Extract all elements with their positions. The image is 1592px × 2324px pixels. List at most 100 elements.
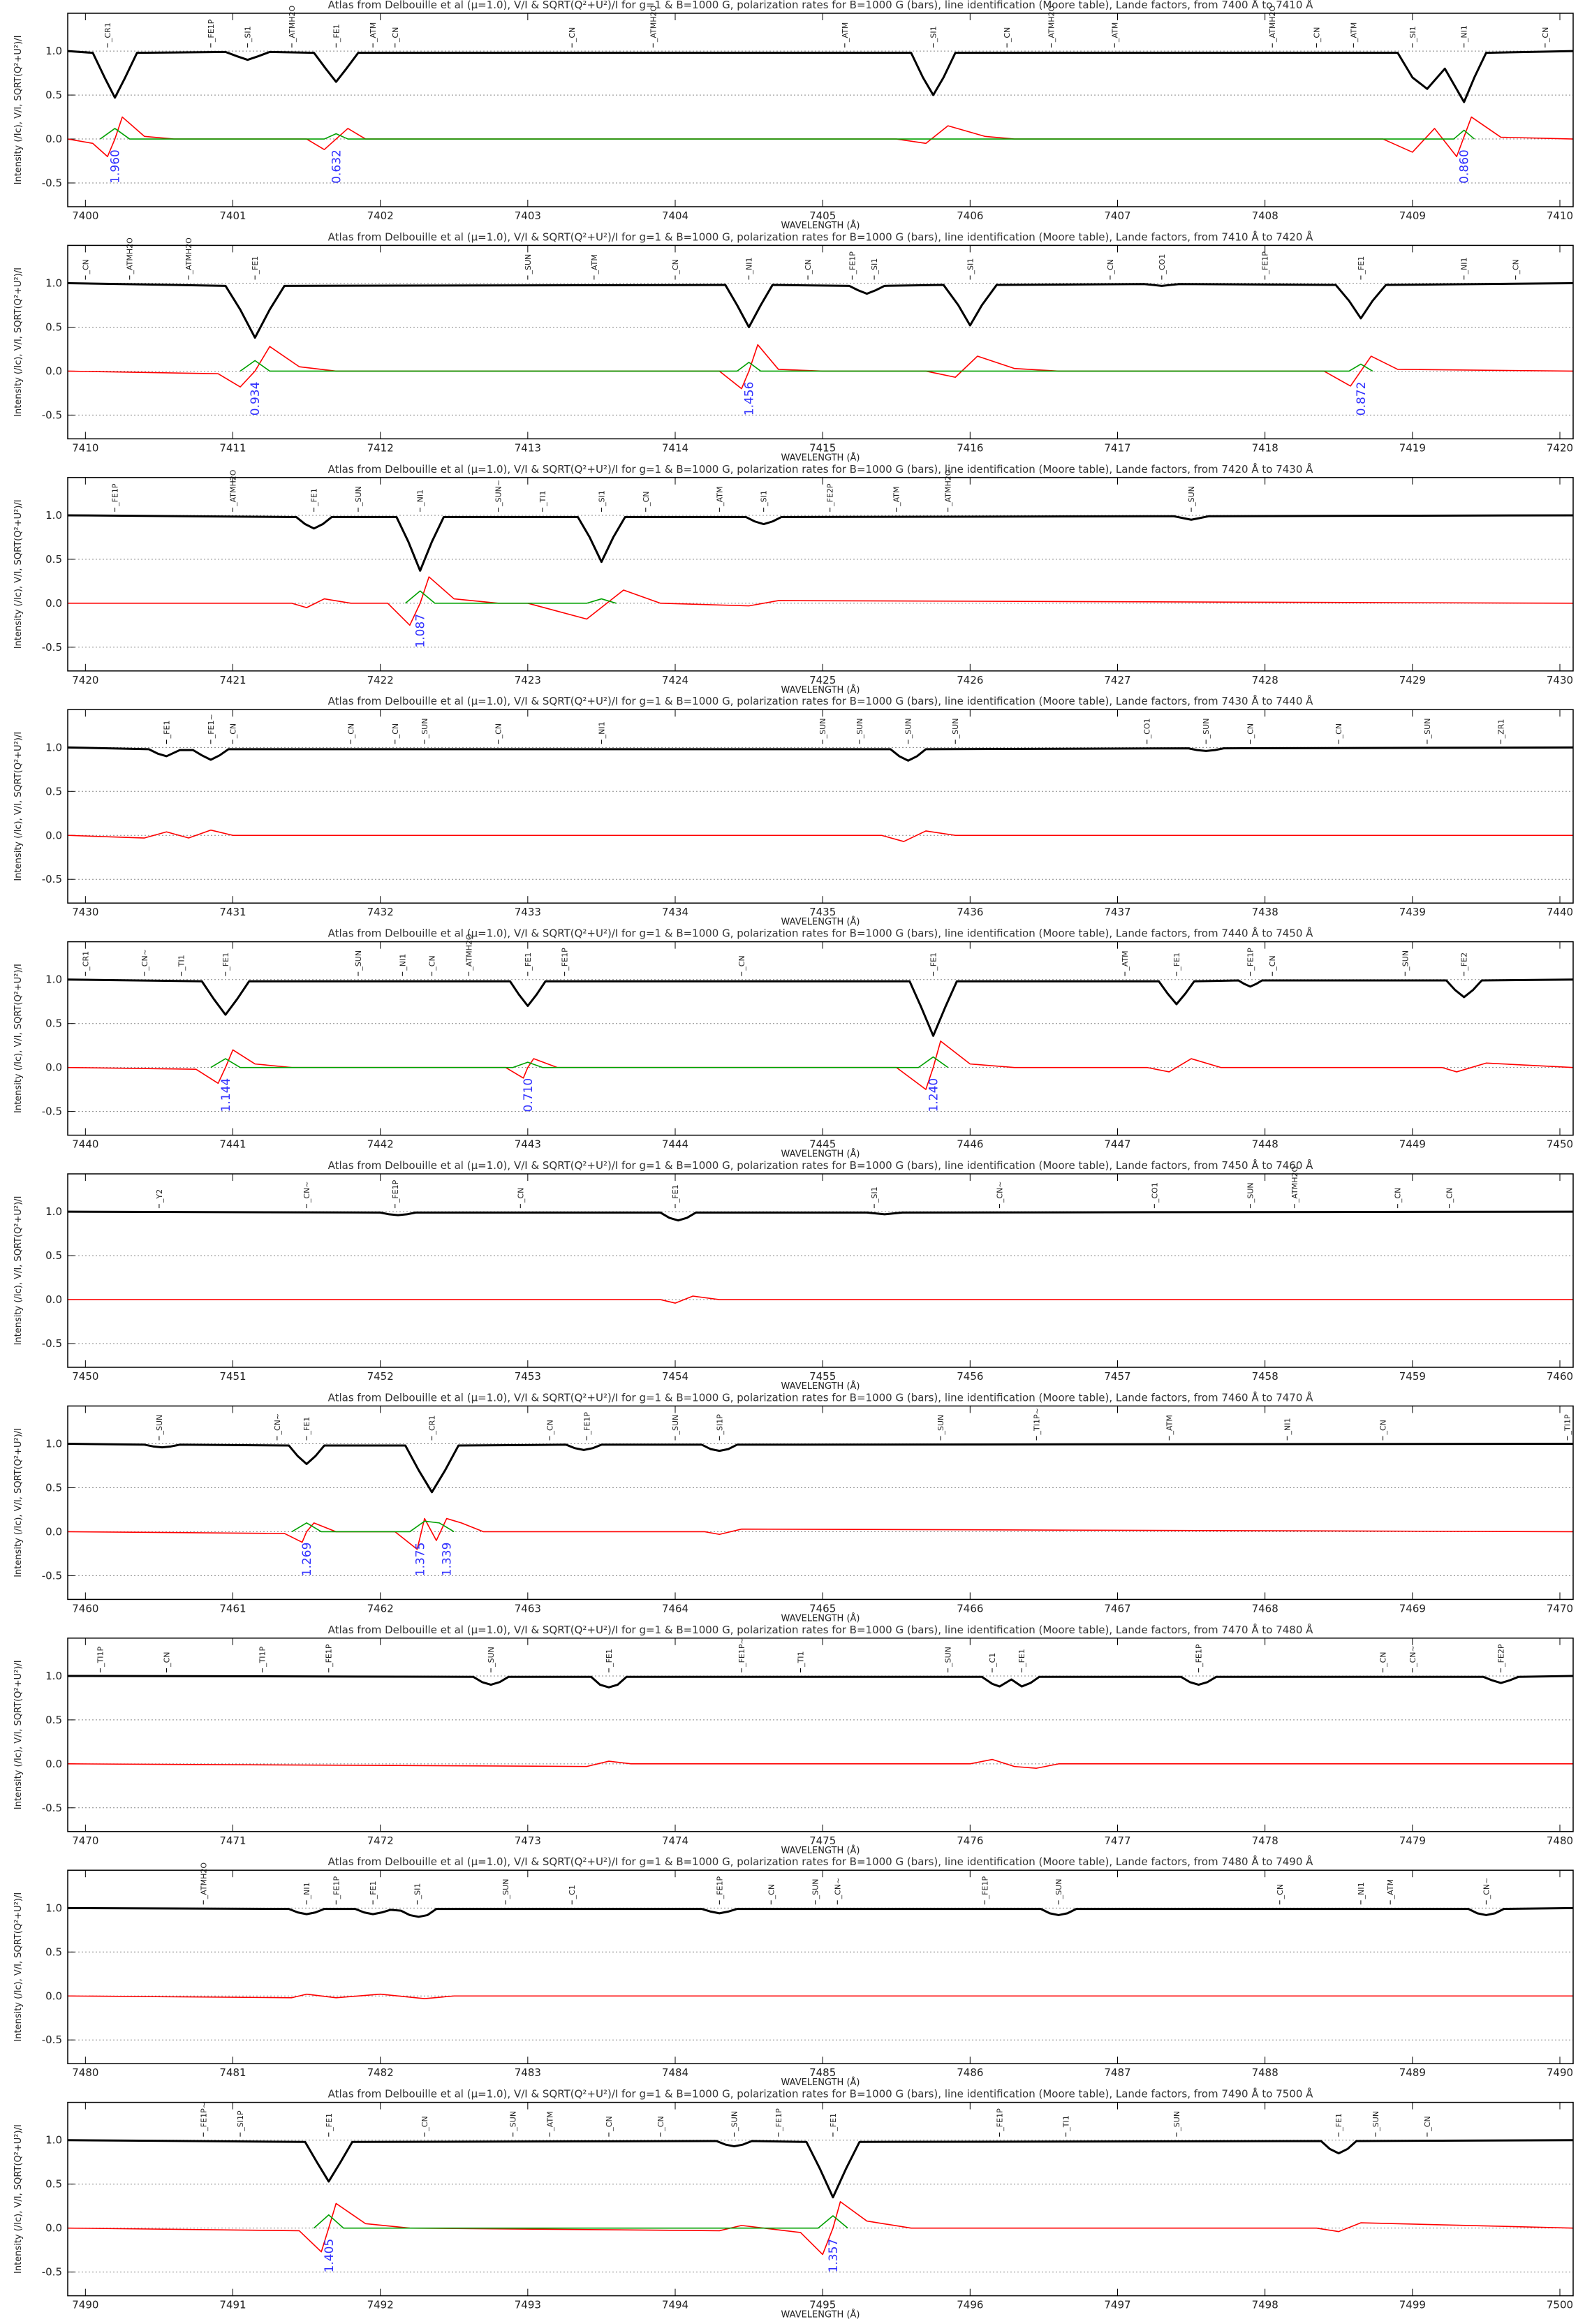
y-tick-label: 1.0 [45, 1902, 62, 1914]
line-id: _FE2P [826, 483, 835, 507]
x-tick-label: 7426 [957, 674, 983, 686]
panel-title: Atlas from Delbouille et al (μ=1.0), V/I… [328, 1390, 1314, 1404]
line-id: _TI1 [177, 955, 186, 971]
plot-frame [67, 1638, 1574, 1832]
line-id: _SI1 [597, 490, 606, 507]
line-id: _ATM [369, 22, 378, 43]
y-tick-label: 0.5 [45, 1481, 62, 1494]
x-tick-label: 7467 [1104, 1602, 1130, 1615]
spectrum-line [68, 576, 1574, 626]
x-tick-label: 7409 [1399, 209, 1426, 222]
x-tick-label: 7481 [219, 2066, 246, 2079]
lande-factor: 1.375 [414, 1543, 428, 1577]
line-id: _NI1 [1283, 1418, 1292, 1436]
line-id: _SUN [811, 1879, 820, 1900]
x-tick-label: 7421 [219, 674, 246, 686]
line-id: _CN~ [273, 1413, 282, 1436]
line-id: _CR1 [103, 22, 112, 43]
line-id: _SI1P [236, 2110, 245, 2132]
y-axis-label: Intensity (/Ic), V/I, SQRT(Q²+U²)/I [13, 1196, 24, 1346]
y-tick-label: 0.5 [45, 785, 62, 797]
y-tick-label: 0.5 [45, 1946, 62, 1958]
line-id: _CN [229, 723, 238, 739]
line-id: _FE1P [848, 251, 857, 275]
x-tick-label: 7423 [515, 674, 541, 686]
line-id: _ATMH2O [1268, 5, 1277, 43]
line-id: _NI1 [1460, 25, 1469, 43]
line-id: _SI1 [413, 1883, 422, 1900]
x-tick-label: 7443 [515, 1138, 541, 1151]
line-id: _FE1~ [207, 714, 216, 739]
line-id: _ATMH2O [1290, 1165, 1299, 1203]
x-tick-label: 7464 [662, 1602, 688, 1615]
panel-title: Atlas from Delbouille et al (μ=1.0), V/I… [328, 1623, 1314, 1636]
line-id: _CN [1334, 723, 1343, 739]
y-axis-label: Intensity (/Ic), V/I, SQRT(Q²+U²)/I [13, 36, 24, 185]
panel: Atlas from Delbouille et al (μ=1.0), V/I… [13, 1623, 1574, 1856]
line-id: _ATMH2O [184, 237, 193, 275]
y-axis-label: Intensity (/Ic), V/I, SQRT(Q²+U²)/I [13, 1428, 24, 1577]
line-id: _CO1 [1150, 1182, 1159, 1203]
line-id: _FE1P [774, 2108, 783, 2132]
spectrum-line [67, 1517, 1574, 1550]
line-id: _FE1 [1172, 953, 1181, 971]
y-tick-label: 0.5 [45, 89, 62, 101]
x-axis-label: WAVELENGTH (Å) [781, 220, 860, 231]
y-tick-label: -0.5 [42, 1569, 62, 1582]
lande-factor: 1.269 [300, 1543, 314, 1577]
x-tick-label: 7499 [1399, 2299, 1426, 2311]
x-tick-label: 7475 [809, 1834, 836, 1847]
x-tick-label: 7459 [1399, 1370, 1426, 1383]
line-id: _SUN [904, 719, 913, 740]
line-id: _SUN [951, 719, 960, 740]
x-tick-label: 7430 [72, 906, 98, 918]
lande-factor: 1.087 [414, 614, 428, 648]
plot-frame [67, 941, 1574, 1136]
y-tick-label: 0.0 [45, 1061, 62, 1074]
x-axis-label: WAVELENGTH (Å) [781, 2309, 860, 2321]
x-tick-label: 7435 [809, 906, 836, 918]
x-tick-label: 7497 [1104, 2299, 1130, 2311]
line-id: _FE1 [302, 1417, 311, 1436]
line-id: _SI1 [1408, 26, 1417, 43]
line-id: _CN~ [1482, 1878, 1491, 1900]
y-tick-label: 1.0 [45, 741, 62, 753]
y-axis-label: Intensity (/Ic), V/I, SQRT(Q²+U²)/I [13, 964, 24, 1113]
y-tick-label: -0.5 [42, 2266, 62, 2279]
line-id: _Y2 [155, 1189, 164, 1203]
line-id: _CN [391, 27, 400, 43]
line-id: _SUN [936, 1415, 945, 1436]
line-id: _FE1P [1246, 948, 1255, 971]
y-tick-label: 0.0 [45, 365, 62, 377]
line-id: _CN [428, 955, 437, 971]
line-id: _FE2 [1460, 953, 1469, 971]
x-tick-label: 7483 [515, 2066, 541, 2079]
line-id: _FE1 [605, 1649, 614, 1668]
panel-title: Atlas from Delbouille et al (μ=1.0), V/I… [328, 230, 1314, 243]
x-tick-label: 7428 [1252, 674, 1278, 686]
y-tick-label: 0.5 [45, 1249, 62, 1262]
y-tick-label: -0.5 [42, 1337, 62, 1350]
line-id: _SI1 [760, 490, 769, 507]
plot-frame [67, 1869, 1574, 2064]
x-tick-label: 7433 [515, 906, 541, 918]
x-tick-label: 7470 [1547, 1602, 1573, 1615]
x-tick-label: 7470 [72, 1834, 98, 1847]
line-id: _FE1 [1357, 256, 1366, 275]
line-id: _TI1 [538, 490, 547, 506]
x-tick-label: 7491 [219, 2299, 246, 2311]
line-id: _FE1P [391, 1179, 400, 1203]
y-axis-label: Intensity (/Ic), V/I, SQRT(Q²+U²)/I [13, 2124, 24, 2274]
line-id: _SUN [501, 1879, 510, 1900]
spectrum-line [67, 1675, 1574, 1689]
panel: Atlas from Delbouille et al (μ=1.0), V/I… [13, 2087, 1574, 2321]
y-axis-label: Intensity (/Ic), V/I, SQRT(Q²+U²)/I [13, 499, 24, 649]
line-id: _TI1P [1563, 1414, 1572, 1435]
x-tick-label: 7444 [662, 1138, 688, 1151]
x-tick-label: 7468 [1252, 1602, 1278, 1615]
x-tick-label: 7484 [662, 2066, 688, 2079]
line-id: _SUN [509, 2111, 518, 2132]
line-id: _FE1P [996, 2108, 1005, 2132]
line-id: _NI1 [597, 721, 606, 739]
